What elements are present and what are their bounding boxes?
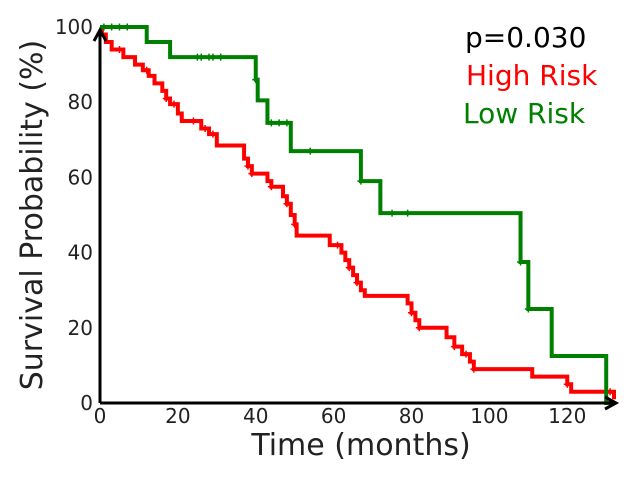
- x-axis-title: Time (months): [250, 428, 470, 463]
- censor-mark-low-risk: [275, 119, 283, 127]
- ticks-layer: 0 20 40 60 80 100 120 0 20 40 60 80 100: [55, 15, 587, 428]
- censor-mark-low-risk: [209, 53, 217, 61]
- censor-mark-low-risk: [357, 177, 365, 185]
- y-tick-label: 80: [68, 90, 93, 114]
- p-value-label: p=0.030: [465, 21, 586, 54]
- censor-mark-low-risk: [197, 53, 205, 61]
- censor-mark-high-risk: [267, 183, 275, 191]
- y-axis-title: Survival Probability (%): [15, 40, 50, 391]
- y-axis-arrow-icon: [92, 26, 108, 42]
- series-line-low-risk: [100, 25, 614, 405]
- x-tick-label: 60: [321, 404, 346, 428]
- y-tick-label: 40: [68, 241, 93, 265]
- legend-high-risk: High Risk: [466, 59, 598, 92]
- x-tick-label: 120: [548, 404, 586, 428]
- censor-mark-low-risk: [524, 305, 532, 313]
- censor-mark-low-risk: [217, 53, 225, 61]
- censor-mark-high-risk: [462, 350, 470, 358]
- censor-mark-low-risk: [100, 23, 108, 31]
- y-tick-label: 100: [55, 15, 93, 39]
- censor-mark-low-risk: [404, 209, 412, 217]
- curves-layer: [99, 23, 616, 405]
- censor-mark-high-risk: [201, 125, 209, 133]
- censor-mark-low-risk: [283, 119, 291, 127]
- x-axis-arrow-icon: [604, 395, 620, 411]
- censor-mark-high-risk: [248, 170, 256, 178]
- censor-mark-low-risk: [115, 23, 123, 31]
- censor-mark-low-risk: [123, 23, 131, 31]
- censor-mark-low-risk: [252, 76, 260, 84]
- series-line-high-risk: [99, 25, 616, 400]
- legend-low-risk: Low Risk: [463, 97, 586, 130]
- censor-mark-high-risk: [408, 309, 416, 317]
- censor-mark-low-risk: [517, 258, 525, 266]
- x-tick-label: 0: [94, 404, 107, 428]
- censor-mark-low-risk: [306, 147, 314, 155]
- axes-layer: [92, 26, 620, 411]
- censor-mark-high-risk: [353, 279, 361, 287]
- x-tick-label: 20: [165, 404, 190, 428]
- y-tick-label: 0: [80, 391, 93, 415]
- censor-mark-high-risk: [470, 365, 478, 373]
- censor-mark-high-risk: [450, 343, 458, 351]
- x-tick-label: 40: [243, 404, 268, 428]
- censor-mark-high-risk: [291, 220, 299, 228]
- censor-mark-high-risk: [415, 324, 423, 332]
- censor-mark-high-risk: [334, 241, 342, 249]
- x-tick-label: 80: [399, 404, 424, 428]
- censor-mark-high-risk: [563, 380, 571, 388]
- censor-mark-high-risk: [209, 130, 217, 138]
- censor-mark-low-risk: [388, 209, 396, 217]
- censor-mark-high-risk: [345, 264, 353, 272]
- censor-mark-high-risk: [244, 162, 252, 170]
- censor-mark-high-risk: [170, 100, 178, 108]
- censor-mark-low-risk: [267, 119, 275, 127]
- y-tick-label: 20: [68, 316, 93, 340]
- censor-mark-high-risk: [283, 200, 291, 208]
- censor-mark-high-risk: [115, 46, 123, 54]
- censor-mark-low-risk: [108, 23, 116, 31]
- censor-mark-high-risk: [143, 66, 151, 74]
- censor-mark-high-risk: [189, 117, 197, 125]
- censor-mark-high-risk: [162, 94, 170, 102]
- x-tick-label: 100: [470, 404, 508, 428]
- y-tick-label: 60: [68, 165, 93, 189]
